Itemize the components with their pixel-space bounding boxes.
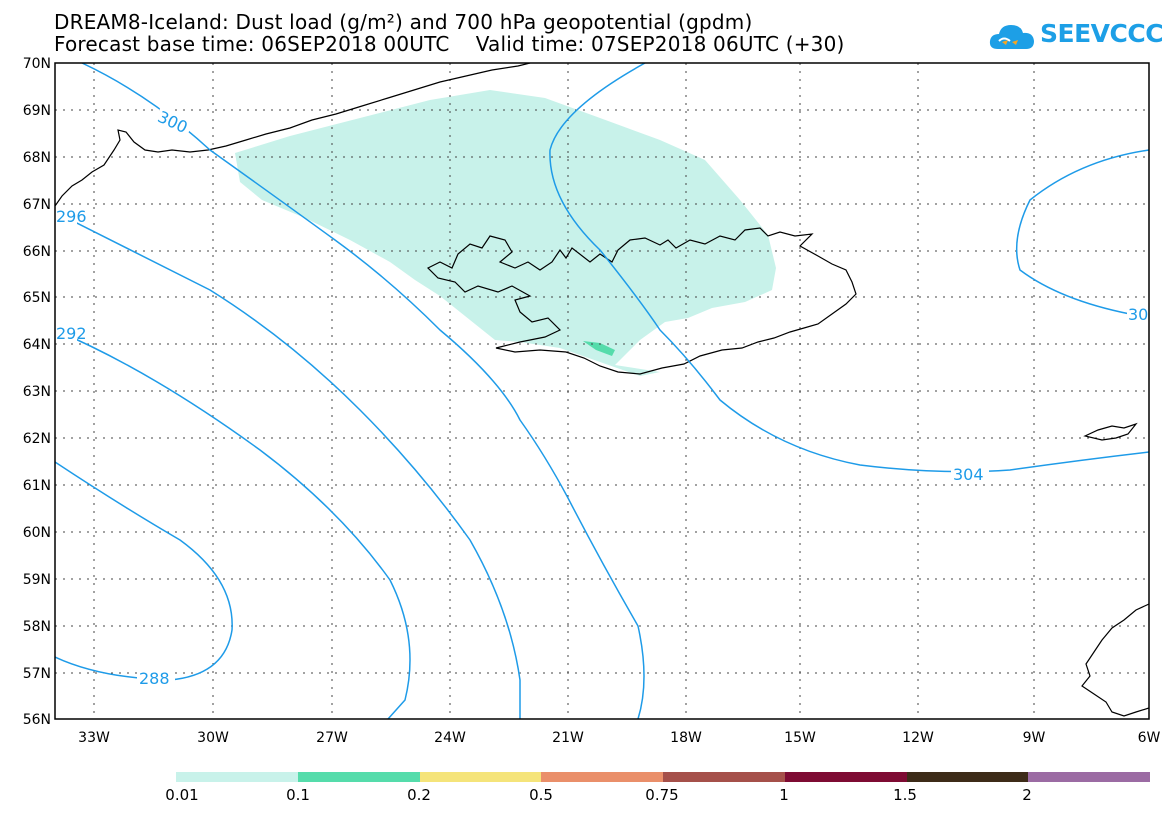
graticule [55, 63, 1149, 719]
colorbar-label: 0.1 [286, 786, 310, 804]
geopotential-contours [55, 63, 1149, 719]
colorbar-segment [906, 772, 1029, 782]
lon-label: 27W [316, 730, 348, 746]
contour-304-right [1015, 149, 1149, 319]
lat-label: 57N [23, 666, 51, 682]
latitude-labels: 70N 69N 68N 67N 66N 65N 64N 63N 62N 61N … [23, 56, 51, 728]
colorbar-segment [541, 772, 663, 782]
lat-label: 68N [23, 150, 51, 166]
lat-label: 59N [23, 572, 51, 588]
contour-288 [55, 461, 233, 681]
colorbar [176, 772, 1150, 782]
colorbar-label: 1.5 [893, 786, 917, 804]
coastlines [55, 63, 1149, 717]
colorbar-label: 2 [1022, 786, 1032, 804]
colorbar-label: 0.5 [529, 786, 553, 804]
cloud-logo-icon [989, 25, 1034, 49]
contour-label-288: 288 [139, 669, 170, 688]
lat-label: 56N [23, 712, 51, 728]
lon-label: 9W [1023, 730, 1046, 746]
scotland-coast [1081, 603, 1149, 717]
colorbar-label: 0.75 [645, 786, 679, 804]
colorbar-segment [1028, 772, 1150, 782]
lon-label: 6W [1138, 730, 1161, 746]
contour-304-left [549, 63, 1149, 473]
longitude-labels: 33W 30W 27W 24W 21W 18W 15W 12W 9W 6W [78, 730, 1160, 746]
dust-area-low [235, 90, 776, 376]
iceland-coast [426, 227, 857, 375]
dust-area-mid [583, 341, 615, 356]
greenland-coast [55, 63, 531, 207]
lon-label: 24W [434, 730, 466, 746]
lon-label: 30W [197, 730, 229, 746]
forecast-time-subtitle: Forecast base time: 06SEP2018 00UTC Vali… [54, 32, 845, 56]
lat-label: 60N [23, 525, 51, 541]
contour-296 [55, 211, 521, 719]
colorbar-segment [784, 772, 907, 782]
colorbar-label: 1 [779, 786, 789, 804]
logo-text: SEEVCCC [1040, 19, 1164, 48]
lon-label: 21W [552, 730, 584, 746]
contour-300 [81, 63, 645, 719]
lat-label: 67N [23, 197, 51, 213]
contour-label-304: 304 [953, 465, 984, 484]
lon-label: 12W [902, 730, 934, 746]
contour-label-304-edge: 30 [1128, 305, 1148, 324]
colorbar-segment [176, 772, 298, 782]
lat-label: 70N [23, 56, 51, 72]
colorbar-segment [663, 772, 785, 782]
map-title: DREAM8-Iceland: Dust load (g/m²) and 700… [54, 10, 753, 34]
lat-label: 63N [23, 384, 51, 400]
lat-label: 58N [23, 619, 51, 635]
colorbar-label: 0.01 [165, 786, 199, 804]
lon-label: 33W [78, 730, 110, 746]
lat-label: 64N [23, 337, 51, 353]
contour-label-292: 292 [56, 324, 87, 343]
map-frame [54, 62, 1150, 720]
faroe-islands [1083, 422, 1138, 441]
seevccc-logo: SEEVCCC [988, 16, 1164, 56]
lat-label: 62N [23, 431, 51, 447]
lon-label: 18W [670, 730, 702, 746]
lat-label: 65N [23, 290, 51, 306]
lat-label: 66N [23, 244, 51, 260]
lat-label: 69N [23, 103, 51, 119]
lon-label: 15W [784, 730, 816, 746]
lat-label: 61N [23, 478, 51, 494]
colorbar-label: 0.2 [407, 786, 431, 804]
colorbar-segment [419, 772, 542, 782]
colorbar-segment [297, 772, 420, 782]
contour-label-group: 300 296 292 288 304 30 [55, 105, 1149, 688]
contour-292 [55, 329, 411, 719]
contour-label-296: 296 [56, 207, 87, 226]
